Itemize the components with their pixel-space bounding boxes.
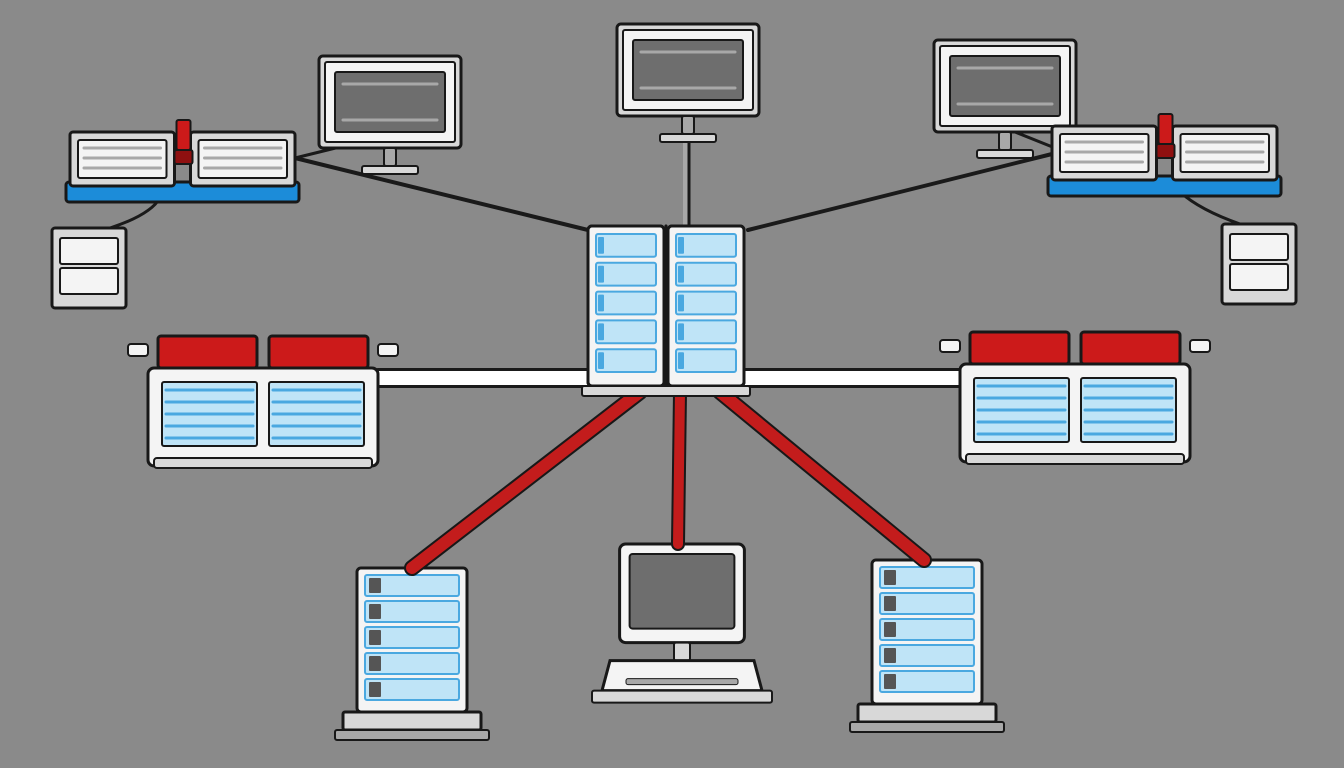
network-diagram [0,0,1344,768]
switch-right [1048,114,1281,196]
box-right [1222,224,1296,304]
server-center-base [582,386,750,396]
server-bottom-right [850,560,1004,732]
edge-server-center-to-computer-bottom [678,392,680,544]
server-center [588,226,744,386]
box-left [52,228,126,308]
computer-bottom [592,544,772,703]
server-bottom-left [335,568,489,740]
switch-left [66,120,299,202]
